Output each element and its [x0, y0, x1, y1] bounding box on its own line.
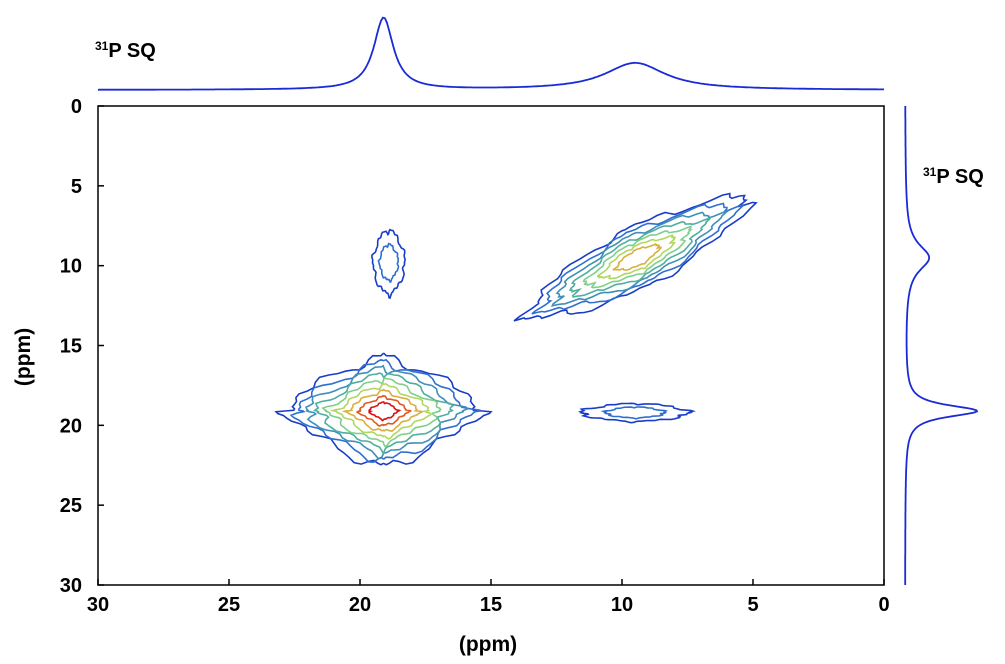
y-tick-label: 5: [71, 176, 82, 198]
x-tick-label: 0: [878, 594, 889, 616]
contour-line: [612, 243, 663, 271]
y-tick-label: 0: [71, 96, 82, 118]
top-projection-line: [97, 16, 884, 91]
contour-line: [371, 228, 406, 300]
y-tick-label: 30: [60, 575, 82, 597]
plot-frame: [97, 105, 885, 586]
contour-line: [597, 234, 677, 280]
contour-line: [321, 377, 442, 448]
y-axis-title: (ppm): [12, 328, 35, 386]
y-axis-ticks: 0 5 10 15 20 25 30: [60, 96, 104, 597]
contour-line: [304, 364, 469, 460]
contour-line: [531, 202, 747, 315]
x-axis-ticks: 30 25 20 15 10 5 0: [87, 579, 890, 616]
top-projection-label-sup: 31: [95, 39, 109, 53]
y-tick-label: 25: [60, 495, 82, 517]
contour-line: [582, 225, 693, 289]
contour-line: [341, 388, 425, 432]
contour-plot: [274, 192, 758, 466]
contour-line: [313, 372, 454, 456]
x-axis-title: (ppm): [459, 633, 517, 656]
contour-line: [368, 401, 402, 422]
x-tick-label: 20: [349, 594, 371, 616]
right-projection-label-sup: 31: [923, 165, 937, 179]
top-projection-label-text: P SQ: [108, 40, 155, 62]
contour-line: [600, 406, 669, 420]
right-projection-label: 31P SQ: [923, 165, 984, 188]
contour-line: [329, 382, 432, 440]
right-projection-line: [904, 106, 979, 585]
contour-line: [274, 352, 493, 466]
right-projection-label-text: P SQ: [936, 166, 983, 188]
contour-line: [355, 394, 412, 427]
contour-line: [577, 402, 696, 424]
contour-line: [568, 216, 713, 298]
x-tick-label: 10: [611, 594, 633, 616]
contour-line: [289, 358, 481, 464]
x-tick-label: 25: [218, 594, 240, 616]
x-tick-label: 30: [87, 594, 109, 616]
x-tick-label: 15: [480, 594, 502, 616]
contour-line: [513, 192, 758, 322]
top-projection-trace: [97, 16, 884, 91]
x-tick-label: 5: [747, 594, 758, 616]
top-projection-label: 31P SQ: [95, 39, 156, 62]
contour-line: [550, 209, 729, 307]
y-tick-label: 15: [60, 336, 82, 358]
y-tick-label: 20: [60, 415, 82, 437]
right-projection-trace: [904, 106, 979, 585]
y-tick-label: 10: [60, 256, 82, 278]
contour-line: [377, 242, 400, 283]
